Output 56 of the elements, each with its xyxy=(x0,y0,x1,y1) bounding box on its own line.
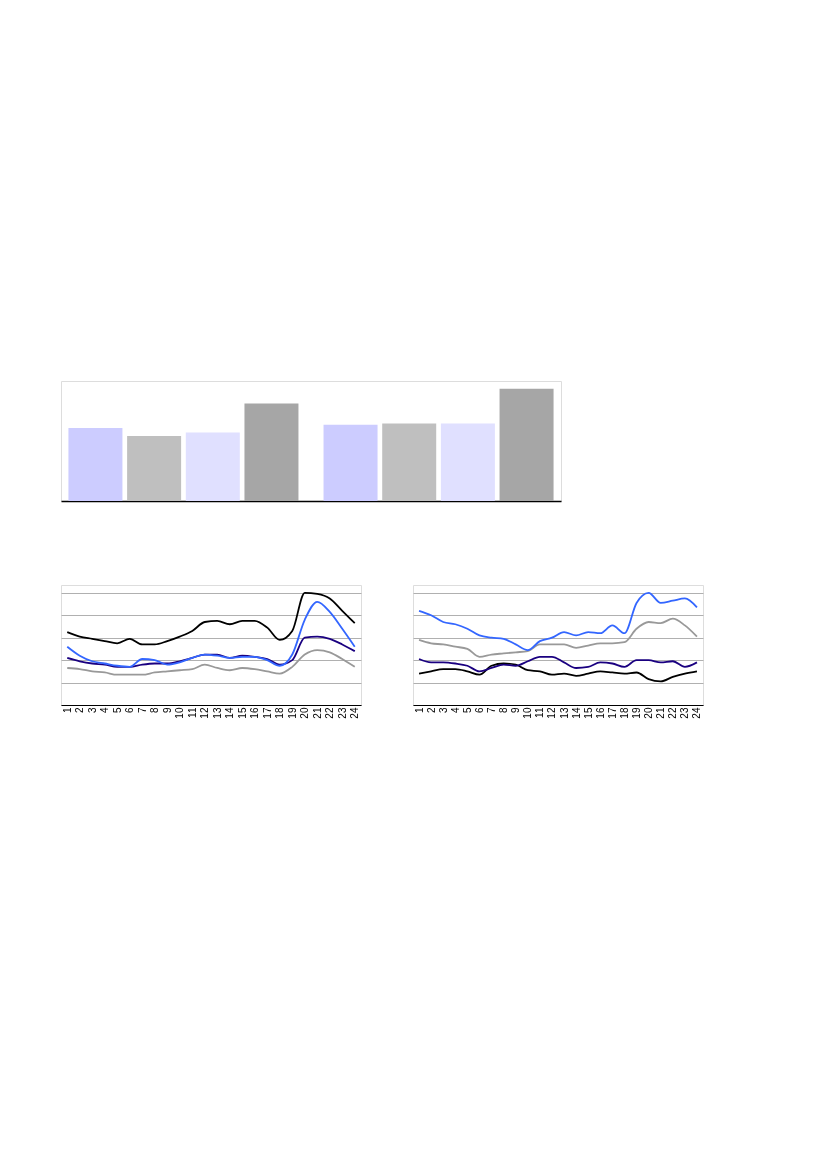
x-tick-label: 16 xyxy=(249,707,261,719)
x-tick-label: 18 xyxy=(618,707,630,719)
x-tick-label: 1 xyxy=(61,707,73,714)
x-tick-label: 24 xyxy=(349,707,361,719)
bar xyxy=(382,423,437,501)
x-tick-label: 2 xyxy=(425,707,437,714)
x-tick-label: 10 xyxy=(522,707,534,719)
bar xyxy=(68,428,123,501)
x-tick-label: 22 xyxy=(667,707,679,719)
x-tick-label: 23 xyxy=(679,707,691,719)
x-tick-label: 13 xyxy=(558,707,570,719)
x-tick-label: 7 xyxy=(136,707,148,714)
x-tick-label: 14 xyxy=(570,707,582,719)
x-tick-label: 12 xyxy=(199,707,211,719)
x-tick-label: 11 xyxy=(534,707,546,718)
x-tick-label: 5 xyxy=(111,707,123,714)
bar xyxy=(244,403,299,501)
x-tick-label: 22 xyxy=(324,707,336,719)
x-tick-label: 20 xyxy=(643,707,655,719)
x-tick-label: 5 xyxy=(461,707,473,714)
x-tick-label: 7 xyxy=(486,707,498,714)
x-tick-label: 16 xyxy=(594,707,606,719)
x-tick-label: 1 xyxy=(413,707,425,714)
x-tick-label: 17 xyxy=(606,707,618,719)
x-tick-label: 13 xyxy=(211,707,223,719)
bar xyxy=(440,423,495,501)
x-tick-label: 2 xyxy=(74,707,86,714)
x-tick-label: 21 xyxy=(311,707,323,719)
x-tick-label: 3 xyxy=(86,707,98,714)
x-tick-label: 18 xyxy=(274,707,286,719)
bar xyxy=(499,388,554,501)
x-tick-label: 9 xyxy=(161,707,173,714)
x-tick-label: 20 xyxy=(299,707,311,719)
x-tick-label: 11 xyxy=(186,707,198,718)
x-tick-label: 14 xyxy=(224,707,236,719)
x-tick-label: 17 xyxy=(261,707,273,719)
x-tick-label: 19 xyxy=(631,707,643,719)
bar xyxy=(323,424,378,501)
x-tick-label: 6 xyxy=(473,707,485,714)
x-tick-label: 4 xyxy=(99,707,111,714)
x-tick-label: 9 xyxy=(510,707,522,714)
x-tick-label: 6 xyxy=(124,707,136,714)
x-tick-label: 12 xyxy=(546,707,558,719)
bar xyxy=(127,435,182,501)
x-tick-label: 21 xyxy=(655,707,667,719)
x-tick-label: 10 xyxy=(174,707,186,719)
x-tick-label: 19 xyxy=(286,707,298,719)
x-tick-label: 3 xyxy=(437,707,449,714)
x-tick-label: 4 xyxy=(449,707,461,714)
x-tick-label: 23 xyxy=(336,707,348,719)
x-tick-label: 8 xyxy=(498,707,510,714)
bar xyxy=(185,432,240,501)
x-tick-label: 15 xyxy=(582,707,594,719)
x-tick-label: 8 xyxy=(149,707,161,714)
x-tick-label: 24 xyxy=(691,707,703,719)
x-tick-label: 15 xyxy=(236,707,248,719)
